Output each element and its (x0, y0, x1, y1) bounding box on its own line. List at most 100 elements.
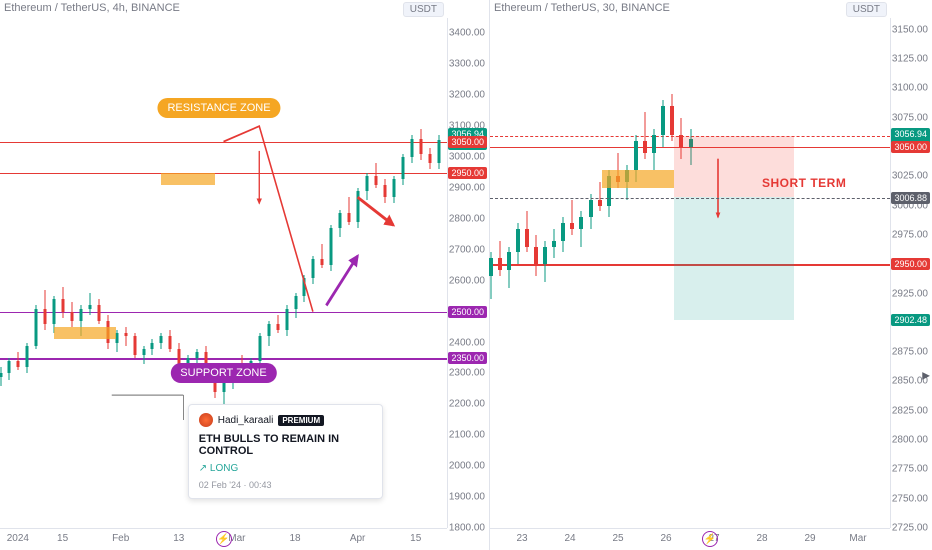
candle[interactable] (672, 18, 673, 528)
candle[interactable] (608, 18, 609, 528)
candle[interactable] (134, 18, 135, 528)
candle[interactable] (9, 18, 10, 528)
candle[interactable] (143, 18, 144, 528)
candle[interactable] (490, 18, 491, 528)
x-tick: 18 (289, 533, 300, 544)
candle[interactable] (438, 18, 439, 528)
connector-line (183, 395, 184, 420)
candle[interactable] (80, 18, 81, 528)
candle[interactable] (663, 18, 664, 528)
y-tick: 3400.00 (449, 28, 485, 39)
candle[interactable] (170, 18, 171, 528)
y-tick: 2925.00 (892, 288, 928, 299)
candle[interactable] (161, 18, 162, 528)
candle[interactable] (393, 18, 394, 528)
idea-username: Hadi_karaali (218, 415, 274, 426)
support-zone-label[interactable]: SUPPORT ZONE (170, 363, 276, 383)
left-chart-panel[interactable]: Ethereum / TetherUS, 4h, BINANCE USDT RE… (0, 0, 490, 550)
y-tick: 3125.00 (892, 54, 928, 65)
currency-tag-right: USDT (846, 2, 887, 17)
candle[interactable] (635, 18, 636, 528)
x-tick: 13 (173, 533, 184, 544)
candle[interactable] (654, 18, 655, 528)
candle[interactable] (535, 18, 536, 528)
candle[interactable] (0, 18, 1, 528)
candle[interactable] (402, 18, 403, 528)
highlight-box[interactable] (602, 170, 674, 188)
candle[interactable] (499, 18, 500, 528)
y-tick: 2300.00 (449, 368, 485, 379)
candle[interactable] (107, 18, 108, 528)
x-tick: 15 (57, 533, 68, 544)
candle[interactable] (36, 18, 37, 528)
candle[interactable] (617, 18, 618, 528)
y-tick: 2775.00 (892, 464, 928, 475)
y-tick: 2900.00 (449, 183, 485, 194)
idea-timestamp: 02 Feb '24 · 00:43 (199, 480, 372, 490)
candle[interactable] (526, 18, 527, 528)
y-tick: 2725.00 (892, 523, 928, 534)
candle[interactable] (18, 18, 19, 528)
right-chart-panel[interactable]: Ethereum / TetherUS, 30, BINANCE USDT SH… (490, 0, 932, 550)
x-axis-right[interactable]: 23242526272829Mar⚡ (490, 528, 890, 550)
x-tick: 2024 (7, 533, 29, 544)
flash-icon[interactable]: ⚡ (216, 531, 232, 547)
candle[interactable] (517, 18, 518, 528)
y-tick: 1800.00 (449, 523, 485, 534)
highlight-box[interactable] (161, 173, 215, 185)
risk-box-target[interactable] (674, 197, 794, 320)
premium-badge: PREMIUM (278, 415, 324, 426)
chart-area-left[interactable]: RESISTANCE ZONE SUPPORT ZONE Hadi_karaali… (0, 18, 447, 528)
x-tick: 28 (756, 533, 767, 544)
candle[interactable] (508, 18, 509, 528)
candle[interactable] (581, 18, 582, 528)
chart-title-left: Ethereum / TetherUS, 4h, BINANCE (4, 2, 180, 14)
short-term-label[interactable]: SHORT TERM (762, 176, 846, 190)
price-badge: 2902.48 (891, 314, 930, 326)
candle[interactable] (645, 18, 646, 528)
x-tick: Mar (849, 533, 866, 544)
candle[interactable] (45, 18, 46, 528)
y-tick: 2700.00 (449, 244, 485, 255)
resistance-zone-label[interactable]: RESISTANCE ZONE (157, 98, 280, 118)
y-tick: 2000.00 (449, 461, 485, 472)
candle[interactable] (152, 18, 153, 528)
y-axis-right[interactable]: 2725.002750.002775.002800.002825.002850.… (890, 18, 932, 528)
candle[interactable] (179, 18, 180, 528)
candle[interactable] (590, 18, 591, 528)
price-badge: 2950.00 (448, 167, 487, 179)
y-tick: 2100.00 (449, 430, 485, 441)
candle[interactable] (63, 18, 64, 528)
y-axis-left[interactable]: 1800.001900.002000.002100.002200.002300.… (447, 18, 489, 528)
y-tick: 2875.00 (892, 347, 928, 358)
candle[interactable] (27, 18, 28, 528)
candle[interactable] (411, 18, 412, 528)
y-tick: 2825.00 (892, 405, 928, 416)
x-tick: 15 (410, 533, 421, 544)
candle[interactable] (572, 18, 573, 528)
candle[interactable] (429, 18, 430, 528)
candle[interactable] (125, 18, 126, 528)
candle[interactable] (420, 18, 421, 528)
candle[interactable] (599, 18, 600, 528)
axis-marker-icon: ▶ (922, 370, 930, 381)
entry-line[interactable] (490, 198, 890, 199)
candle[interactable] (54, 18, 55, 528)
idea-card[interactable]: Hadi_karaali PREMIUM ETH BULLS TO REMAIN… (188, 404, 383, 499)
y-tick: 2800.00 (449, 213, 485, 224)
candle[interactable] (98, 18, 99, 528)
y-tick: 3150.00 (892, 24, 928, 35)
candle[interactable] (116, 18, 117, 528)
candle[interactable] (72, 18, 73, 528)
candle[interactable] (545, 18, 546, 528)
x-tick: Feb (112, 533, 129, 544)
chart-area-right[interactable]: SHORT TERM (490, 18, 890, 528)
candle[interactable] (554, 18, 555, 528)
flash-icon[interactable]: ⚡ (702, 531, 718, 547)
candle[interactable] (89, 18, 90, 528)
candle[interactable] (563, 18, 564, 528)
highlight-box[interactable] (54, 327, 117, 339)
candle[interactable] (626, 18, 627, 528)
candle[interactable] (384, 18, 385, 528)
x-axis-left[interactable]: 202415Feb13Mar18Apr15⚡ (0, 528, 447, 550)
